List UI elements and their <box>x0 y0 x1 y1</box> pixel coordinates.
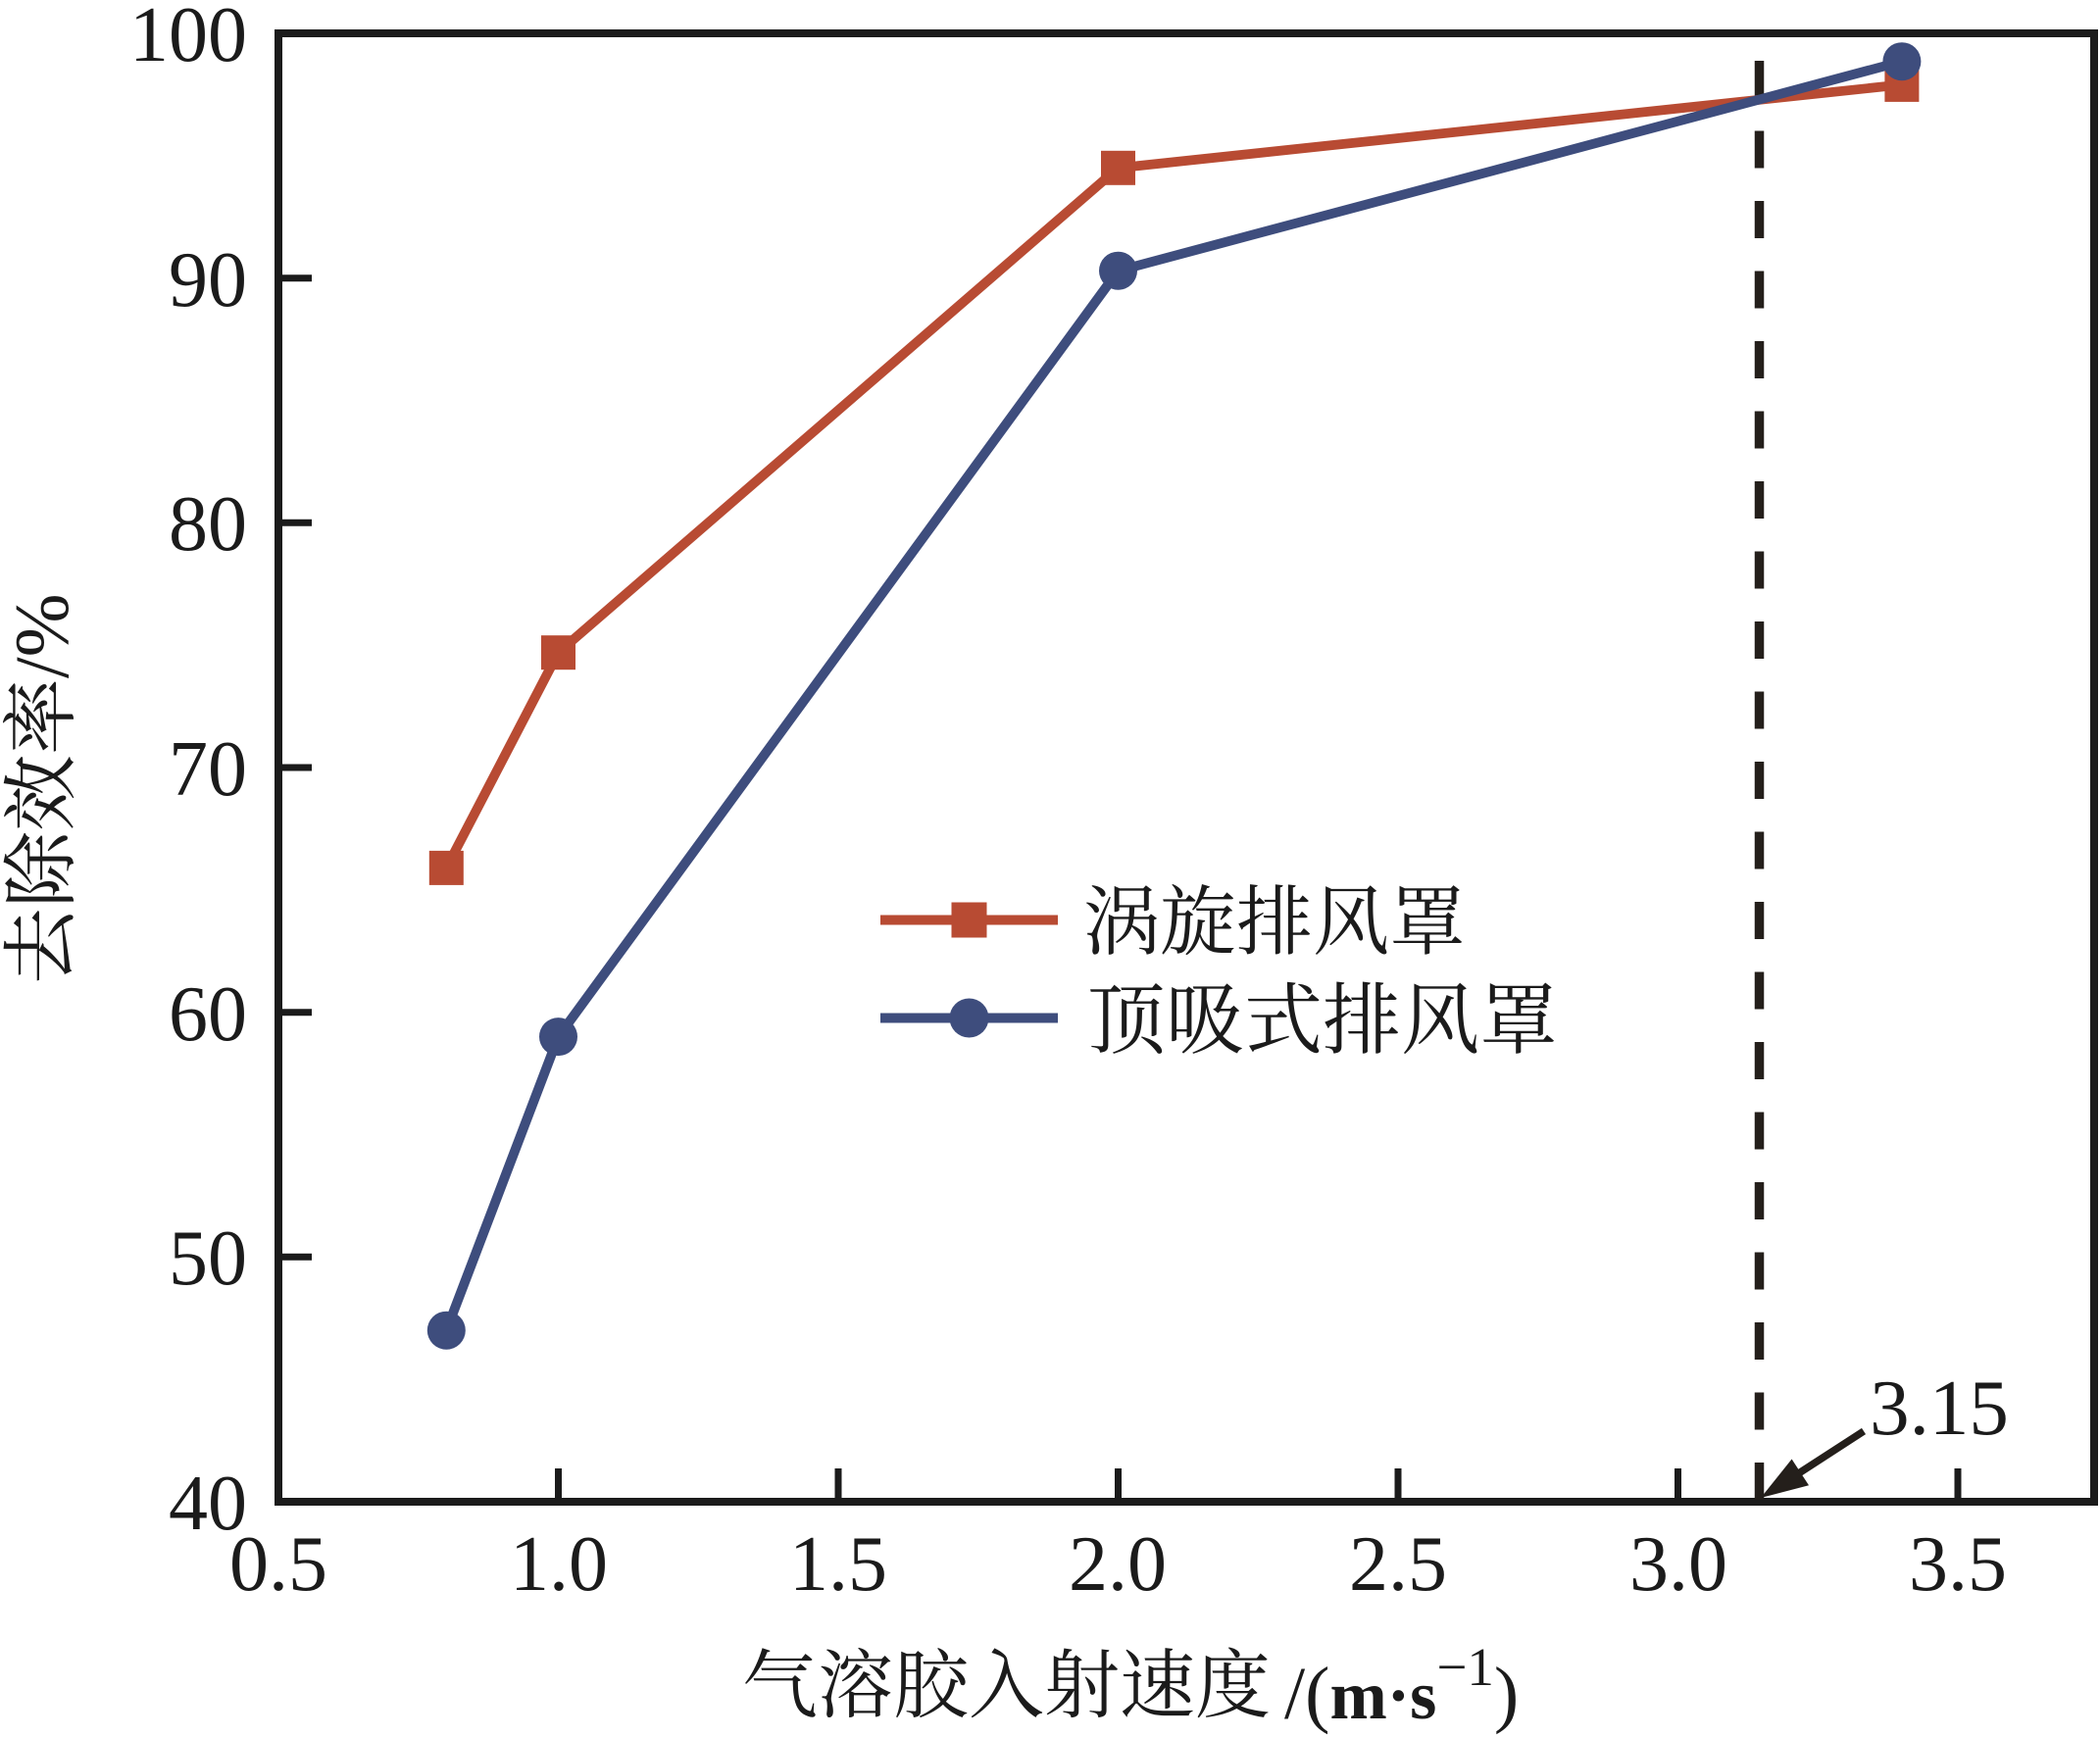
svg-text:3.15: 3.15 <box>1870 1364 2009 1452</box>
svg-text:/%: /% <box>0 593 84 678</box>
svg-text:2.5: 2.5 <box>1349 1521 1447 1608</box>
svg-text:3.0: 3.0 <box>1629 1521 1727 1608</box>
svg-text:1.0: 1.0 <box>510 1521 608 1608</box>
svg-text:80: 80 <box>169 481 247 568</box>
svg-text:3.5: 3.5 <box>1909 1521 2007 1608</box>
svg-text:0.5: 0.5 <box>229 1521 327 1608</box>
svg-text:70: 70 <box>169 726 247 813</box>
svg-text:2.0: 2.0 <box>1069 1521 1167 1608</box>
svg-text:90: 90 <box>169 237 247 323</box>
svg-text:60: 60 <box>169 971 247 1058</box>
svg-text:40: 40 <box>169 1461 247 1547</box>
svg-text:50: 50 <box>169 1216 247 1302</box>
svg-text:1.5: 1.5 <box>789 1521 887 1608</box>
svg-text:100: 100 <box>129 0 247 78</box>
